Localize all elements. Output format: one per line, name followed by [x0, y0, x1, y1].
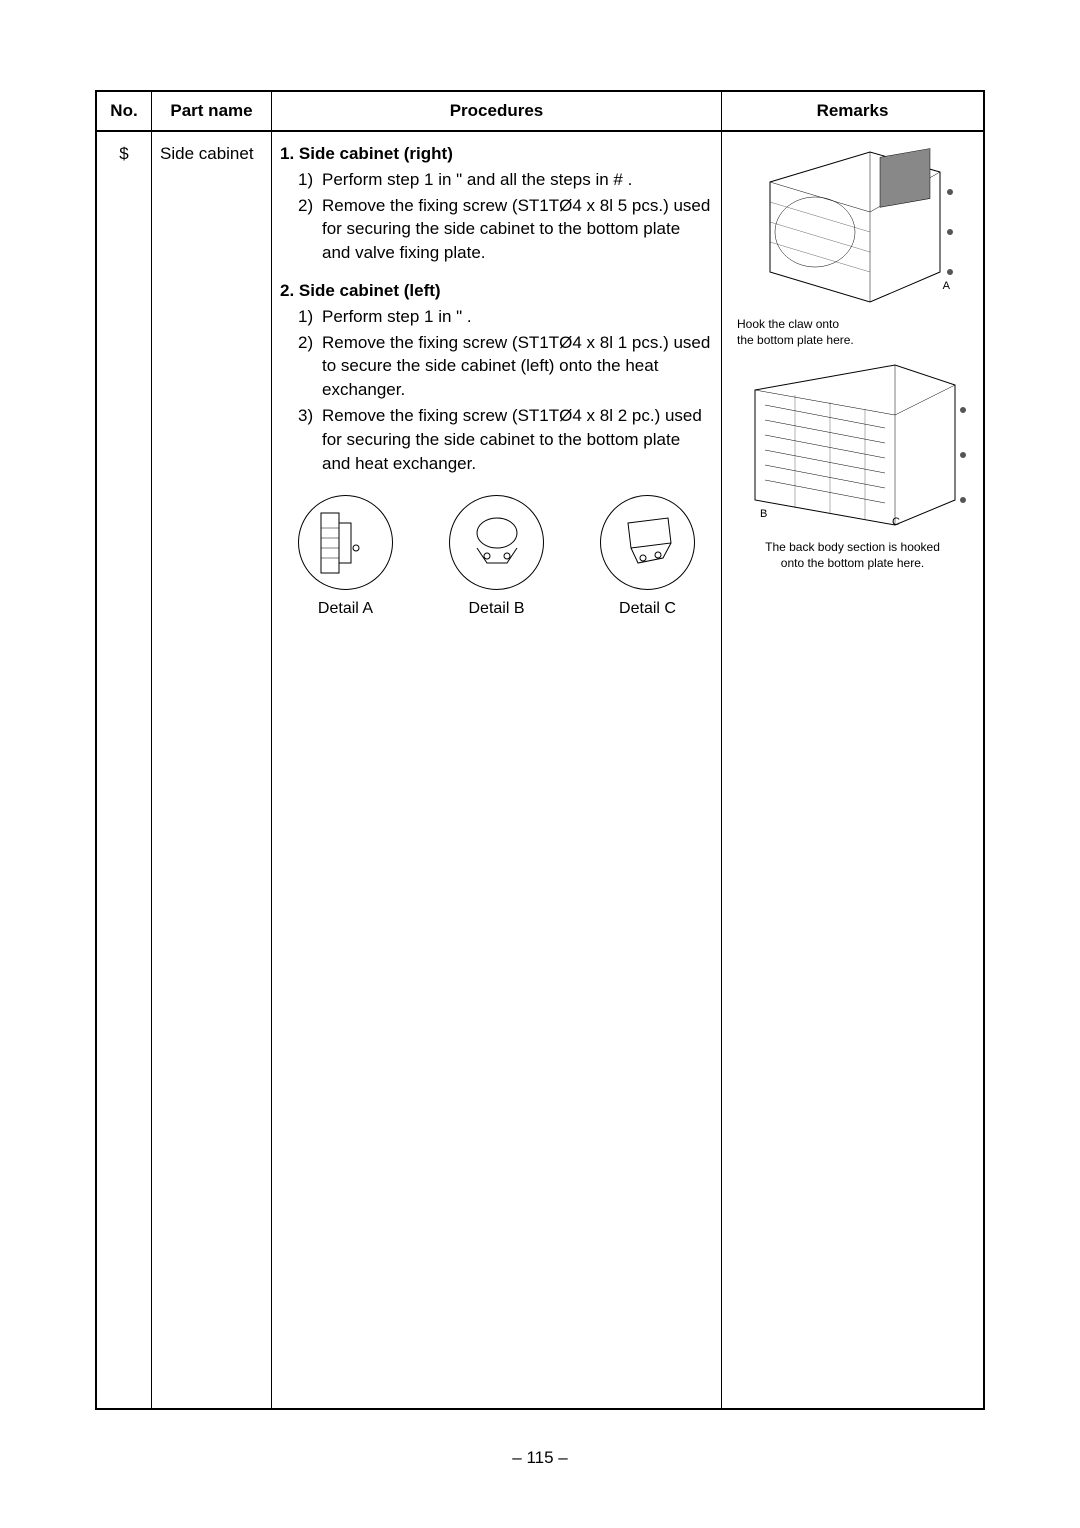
caption2-line2: onto the bottom plate here.	[781, 556, 924, 570]
page-number: – 115 –	[512, 1448, 567, 1468]
step-num: 3)	[298, 404, 322, 475]
cell-part-name: Side cabinet	[152, 132, 272, 1408]
step-text: Remove the fixing screw (ST1TØ4 x 8l 1 p…	[322, 331, 713, 402]
header-procedures: Procedures	[272, 92, 722, 130]
caption1-line2: the bottom plate here.	[737, 333, 854, 347]
procedure-table: No. Part name Procedures Remarks $ Side …	[95, 90, 985, 1410]
section1-title: 1. Side cabinet (right)	[280, 142, 713, 166]
step-item: 2) Remove the fixing screw (ST1TØ4 x 8l …	[298, 331, 713, 402]
header-part-name: Part name	[152, 92, 272, 130]
step-text: Perform step 1 in " .	[322, 305, 713, 329]
cell-procedures: 1. Side cabinet (right) 1) Perform step …	[272, 132, 722, 1408]
detail-b-label: Detail B	[468, 598, 524, 620]
section1-steps: 1) Perform step 1 in " and all the steps…	[298, 168, 713, 265]
step-item: 2) Remove the fixing screw (ST1TØ4 x 8l …	[298, 194, 713, 265]
remarks-bottom-diagram: B C	[735, 360, 970, 530]
detail-a-box: Detail A	[298, 495, 393, 620]
step-text: Remove the fixing screw (ST1TØ4 x 8l 5 p…	[322, 194, 713, 265]
header-no: No.	[97, 92, 152, 130]
remarks-caption1: Hook the claw onto the bottom plate here…	[737, 317, 854, 348]
detail-c-diagram	[600, 495, 695, 590]
caption2-line1: The back body section is hooked	[765, 540, 940, 554]
caption1-line1: Hook the claw onto	[737, 317, 839, 331]
label-c: C	[892, 516, 900, 528]
remarks-content: A Hook the claw onto the bottom plate he…	[722, 132, 983, 581]
detail-c-box: Detail C	[600, 495, 695, 620]
cell-no: $	[97, 132, 152, 1408]
step-num: 1)	[298, 168, 322, 192]
detail-row: Detail A Detail B	[280, 495, 713, 620]
detail-a-label: Detail A	[318, 598, 373, 620]
detail-b-diagram	[449, 495, 544, 590]
step-num: 2)	[298, 331, 322, 402]
remarks-caption2: The back body section is hooked onto the…	[765, 540, 940, 571]
step-item: 1) Perform step 1 in " and all the steps…	[298, 168, 713, 192]
step-text: Perform step 1 in " and all the steps in…	[322, 168, 713, 192]
step-num: 1)	[298, 305, 322, 329]
table-body-row: $ Side cabinet 1. Side cabinet (right) 1…	[97, 132, 983, 1408]
table-header-row: No. Part name Procedures Remarks	[97, 92, 983, 132]
step-item: 3) Remove the fixing screw (ST1TØ4 x 8l …	[298, 404, 713, 475]
step-item: 1) Perform step 1 in " .	[298, 305, 713, 329]
section2-title: 2. Side cabinet (left)	[280, 279, 713, 303]
label-b: B	[760, 508, 767, 520]
step-num: 2)	[298, 194, 322, 265]
step-text: Remove the fixing screw (ST1TØ4 x 8l 2 p…	[322, 404, 713, 475]
cell-remarks: A Hook the claw onto the bottom plate he…	[722, 132, 983, 1408]
remarks-top-diagram: A	[740, 142, 965, 307]
detail-b-box: Detail B	[449, 495, 544, 620]
section2-steps: 1) Perform step 1 in " . 2) Remove the f…	[298, 305, 713, 476]
detail-a-diagram	[298, 495, 393, 590]
header-remarks: Remarks	[722, 92, 983, 130]
detail-c-label: Detail C	[619, 598, 676, 620]
label-a: A	[943, 280, 950, 292]
